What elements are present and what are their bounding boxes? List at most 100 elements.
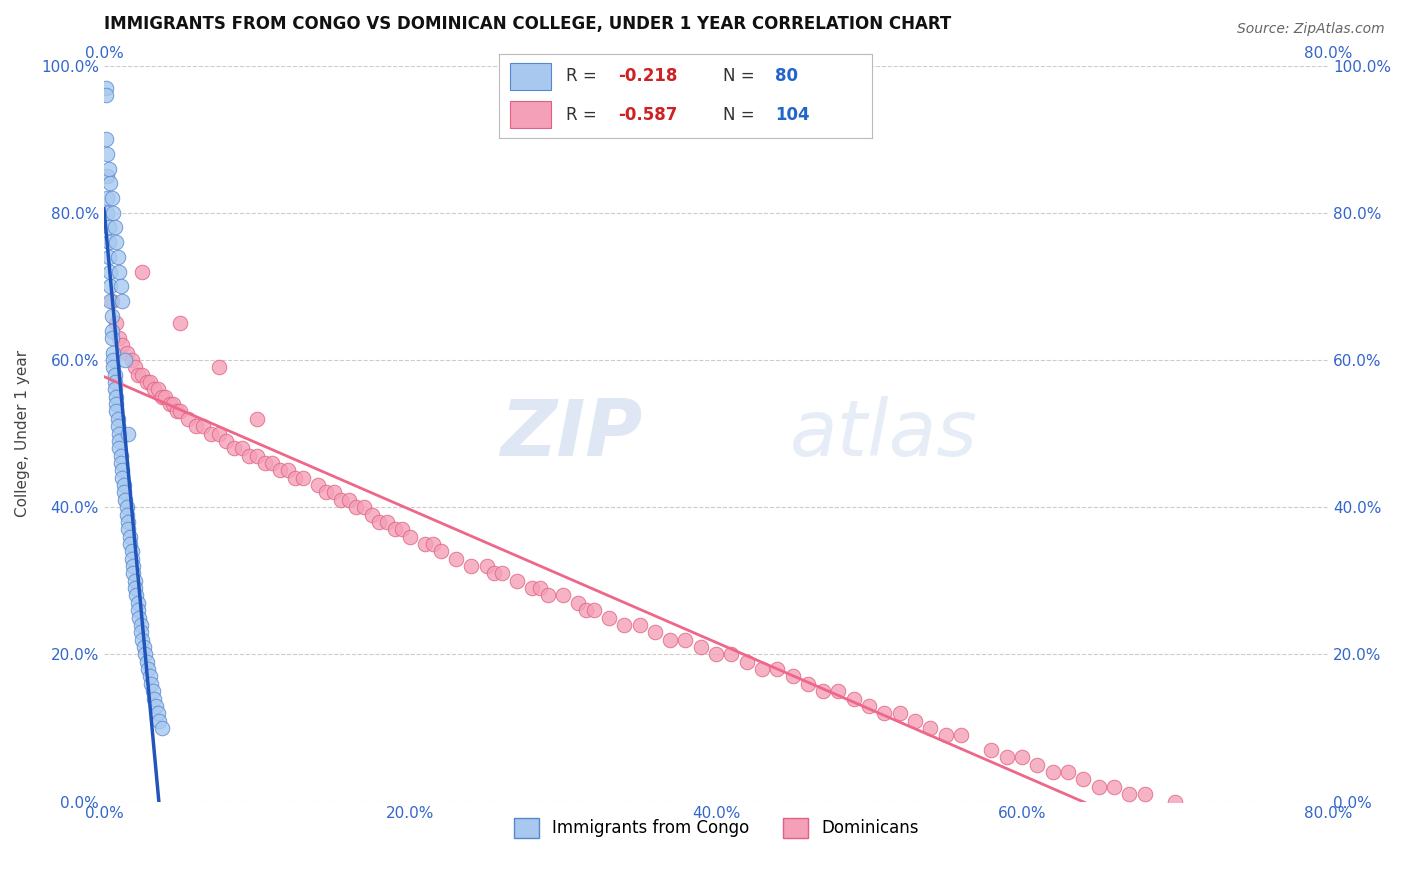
Point: [315, 485, 337, 500]
Point: [399, 530, 422, 544]
Point: [115, 345, 138, 359]
Point: [797, 677, 820, 691]
Point: [131, 632, 153, 647]
Point: [118, 530, 141, 544]
Point: [96, 146, 118, 161]
Text: 104: 104: [775, 105, 810, 123]
Point: [104, 220, 127, 235]
Point: [146, 383, 169, 397]
Text: atlas: atlas: [790, 395, 977, 472]
Text: -0.218: -0.218: [619, 68, 678, 86]
Point: [330, 492, 353, 507]
Point: [1087, 780, 1109, 794]
Point: [735, 655, 758, 669]
Point: [105, 390, 128, 404]
Point: [98, 265, 121, 279]
Text: 80: 80: [775, 68, 797, 86]
Point: [122, 559, 145, 574]
Point: [121, 353, 143, 368]
Text: R =: R =: [567, 68, 598, 86]
Point: [105, 404, 128, 418]
Point: [138, 662, 160, 676]
Point: [96, 191, 118, 205]
Point: [159, 397, 181, 411]
Point: [720, 648, 742, 662]
Point: [104, 383, 127, 397]
Point: [142, 684, 165, 698]
Point: [108, 442, 131, 456]
Point: [628, 618, 651, 632]
Point: [291, 471, 314, 485]
Point: [139, 669, 162, 683]
Point: [129, 625, 152, 640]
Point: [104, 368, 127, 382]
Point: [337, 492, 360, 507]
Point: [127, 596, 149, 610]
Point: [108, 331, 131, 345]
Point: [94, 87, 117, 102]
Text: N =: N =: [723, 68, 754, 86]
Point: [675, 632, 697, 647]
Point: [208, 360, 231, 375]
Point: [522, 581, 544, 595]
Point: [107, 412, 129, 426]
Point: [124, 360, 146, 375]
Point: [114, 353, 136, 368]
Text: R =: R =: [567, 105, 598, 123]
Point: [143, 691, 166, 706]
Point: [100, 324, 122, 338]
Point: [995, 750, 1018, 764]
Legend: Immigrants from Congo, Dominicans: Immigrants from Congo, Dominicans: [508, 811, 925, 845]
Point: [153, 390, 176, 404]
Point: [1011, 750, 1033, 764]
Point: [118, 537, 141, 551]
Point: [1102, 780, 1125, 794]
Point: [644, 625, 666, 640]
Point: [150, 721, 173, 735]
Point: [277, 463, 299, 477]
Point: [659, 632, 682, 647]
Point: [506, 574, 529, 588]
Point: [150, 390, 173, 404]
Point: [949, 728, 972, 742]
Text: ZIP: ZIP: [501, 395, 643, 472]
Point: [96, 205, 118, 219]
Point: [110, 456, 132, 470]
Point: [97, 220, 120, 235]
Point: [94, 80, 117, 95]
Point: [766, 662, 789, 676]
Point: [135, 655, 157, 669]
Point: [1042, 765, 1064, 780]
Y-axis label: College, Under 1 year: College, Under 1 year: [15, 350, 30, 517]
Point: [322, 485, 344, 500]
Point: [97, 161, 120, 176]
Point: [613, 618, 636, 632]
Point: [269, 463, 291, 477]
Point: [107, 419, 129, 434]
Point: [98, 279, 121, 293]
Text: N =: N =: [723, 105, 754, 123]
Point: [132, 640, 155, 654]
Point: [101, 345, 124, 359]
Point: [162, 397, 184, 411]
Point: [184, 419, 207, 434]
Point: [858, 698, 880, 713]
Point: [751, 662, 773, 676]
Point: [1057, 765, 1080, 780]
Point: [115, 508, 138, 522]
Point: [104, 375, 127, 389]
Point: [391, 522, 413, 536]
Point: [429, 544, 451, 558]
Point: [117, 426, 139, 441]
Point: [127, 603, 149, 617]
Point: [689, 640, 711, 654]
Point: [537, 589, 560, 603]
Point: [980, 743, 1002, 757]
Point: [284, 471, 307, 485]
Text: Source: ZipAtlas.com: Source: ZipAtlas.com: [1237, 22, 1385, 37]
Point: [121, 551, 143, 566]
Point: [873, 706, 896, 721]
Point: [101, 353, 124, 368]
Point: [215, 434, 238, 448]
Point: [100, 294, 122, 309]
